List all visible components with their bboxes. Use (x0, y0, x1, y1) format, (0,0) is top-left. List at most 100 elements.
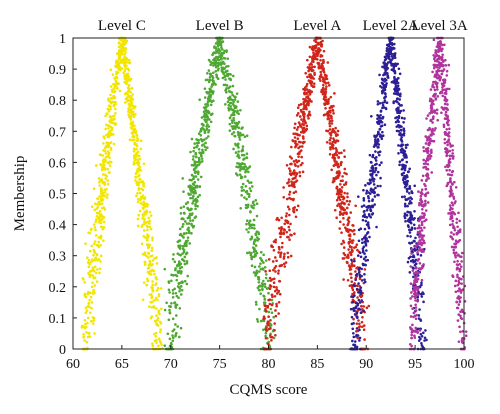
data-point (365, 306, 369, 310)
data-point (383, 100, 386, 104)
data-point (411, 217, 414, 221)
data-point (358, 275, 362, 278)
data-point (377, 153, 381, 157)
data-point (121, 41, 125, 45)
data-point (275, 259, 278, 263)
data-point (274, 270, 277, 273)
data-point (405, 160, 409, 164)
data-point (111, 73, 115, 76)
data-point (111, 100, 115, 104)
data-point (207, 69, 211, 72)
data-point (397, 102, 401, 106)
data-point (327, 114, 330, 118)
data-point (151, 342, 154, 346)
data-point (332, 164, 336, 168)
data-point (356, 316, 359, 320)
data-point (85, 309, 89, 312)
data-point (380, 137, 384, 141)
data-point (209, 63, 213, 66)
data-point (305, 127, 309, 131)
data-point (284, 214, 288, 218)
data-point (356, 266, 359, 269)
data-point (120, 48, 124, 52)
data-point (149, 293, 153, 296)
data-point (367, 204, 371, 208)
data-point (103, 191, 107, 194)
data-point (92, 316, 96, 320)
data-point (444, 58, 447, 62)
data-point (241, 148, 244, 151)
data-point (193, 216, 197, 220)
data-point (328, 119, 332, 123)
data-point (442, 84, 446, 88)
data-point (107, 171, 111, 175)
data-point (420, 229, 424, 232)
data-point (202, 138, 206, 141)
data-point (86, 316, 90, 320)
data-point (97, 212, 101, 215)
data-point (141, 206, 145, 209)
data-point (131, 121, 134, 125)
data-point (127, 102, 131, 106)
data-point (414, 288, 417, 292)
data-point (436, 70, 439, 73)
data-point (267, 258, 271, 261)
data-point (94, 271, 98, 275)
series-level-a (262, 36, 371, 351)
data-point (312, 82, 316, 85)
data-point (346, 192, 349, 195)
data-point (317, 49, 320, 53)
data-point (434, 97, 438, 100)
data-point (114, 100, 117, 104)
data-point (271, 260, 275, 263)
data-point (94, 256, 98, 260)
data-point (224, 65, 228, 68)
data-point (192, 146, 196, 150)
x-axis: 60 65 70 75 80 85 90 95 100 (66, 345, 475, 372)
level-label: Level C (98, 18, 146, 34)
data-point (273, 329, 276, 332)
data-point (211, 71, 215, 75)
data-point (299, 149, 303, 152)
data-point (368, 235, 371, 239)
data-point (203, 96, 207, 99)
data-point (289, 233, 292, 237)
data-point (301, 141, 305, 145)
data-point (109, 107, 112, 111)
data-point (107, 143, 111, 147)
data-point (362, 197, 366, 200)
data-point (348, 244, 352, 248)
data-point (452, 248, 456, 252)
data-point (361, 316, 364, 319)
data-point (199, 152, 203, 155)
data-point (418, 261, 422, 265)
data-point (334, 177, 338, 180)
data-point (429, 88, 433, 91)
data-point (182, 232, 186, 236)
data-point (356, 248, 359, 252)
data-point (278, 264, 282, 268)
data-point (400, 125, 403, 128)
data-point (253, 253, 257, 256)
data-point (206, 102, 209, 106)
data-point (273, 277, 276, 281)
data-point (383, 96, 386, 100)
data-point (248, 226, 251, 230)
data-point (305, 99, 309, 103)
data-point (322, 83, 325, 87)
data-point (245, 222, 248, 226)
data-point (200, 157, 204, 160)
data-point (237, 142, 240, 146)
data-point (143, 218, 146, 221)
data-point (324, 98, 328, 102)
data-point (177, 263, 180, 266)
data-point (306, 58, 309, 62)
data-point (352, 307, 355, 310)
data-point (321, 69, 325, 72)
data-point (222, 51, 226, 55)
data-point (207, 130, 210, 134)
data-point (280, 216, 283, 220)
data-point (411, 255, 415, 259)
data-point (146, 225, 149, 229)
data-point (214, 46, 218, 50)
